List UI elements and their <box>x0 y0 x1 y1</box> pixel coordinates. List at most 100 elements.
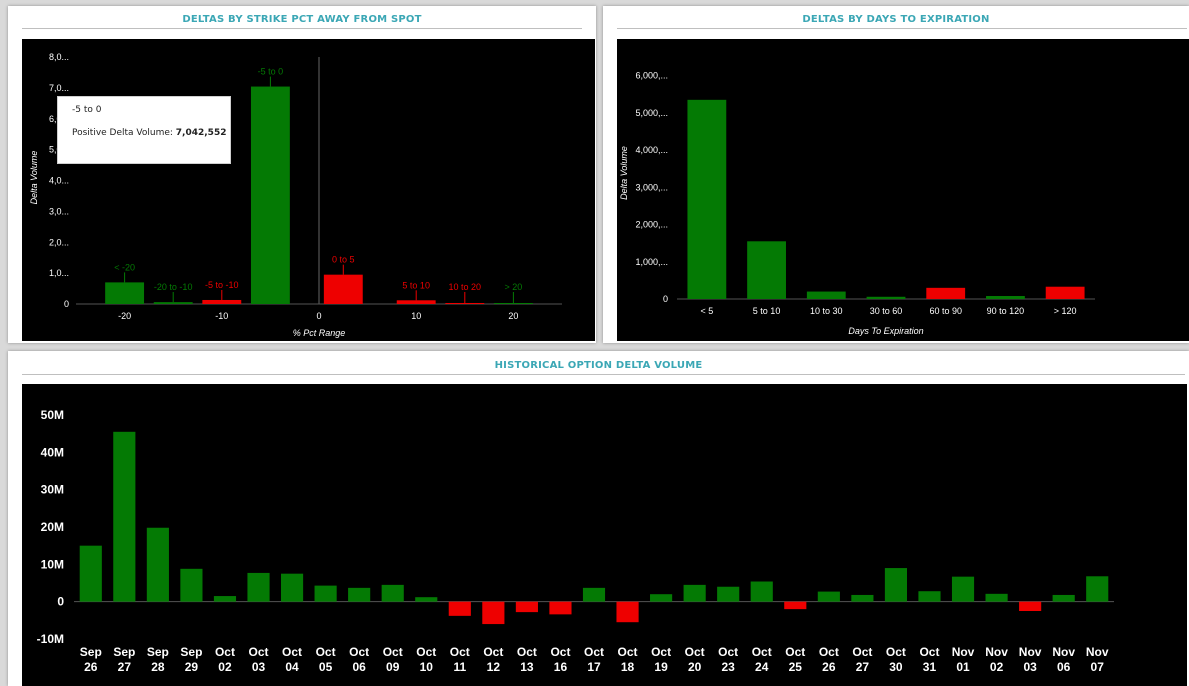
bar-sep-28 <box>146 527 169 602</box>
expiration-plot: 0 1,000,... 2,000,... 3,000,... 4,000,... 5,0… <box>617 39 1189 341</box>
x-tick-label: < 5 <box>700 306 713 316</box>
x-tick-label-month: Oct <box>416 645 436 659</box>
y-tick-label: 30M <box>41 483 64 497</box>
bar-5-to-0 <box>250 86 290 304</box>
x-tick-label-day: 30 <box>889 660 903 674</box>
bar-oct-13 <box>515 601 538 613</box>
y-tick-label: 7,0... <box>49 83 69 93</box>
bar-oct-16 <box>549 601 572 615</box>
y-tick-label: 2,0... <box>49 237 69 247</box>
x-tick-label-month: Nov <box>1052 645 1075 659</box>
x-tick-label: 0 <box>316 311 321 321</box>
tooltip-line: Positive Delta Volume: 7,042,552 <box>72 128 226 138</box>
bar-10-to-30 <box>806 291 846 299</box>
x-tick-label-day: 27 <box>856 660 870 674</box>
x-tick-label-day: 28 <box>151 660 165 674</box>
history-plot: -10M 0 10M 20M 30M 40M 50M Sep 26 Sep 27 Sep 28 Sep 29… <box>22 384 1187 686</box>
y-tick-label: 1,0... <box>49 268 69 278</box>
x-tick-label-month: Oct <box>785 645 805 659</box>
bar-20-to-10 <box>153 302 193 304</box>
x-tick-label-month: Oct <box>886 645 906 659</box>
expiration-chart: 0 1,000,... 2,000,... 3,000,... 4,000,... 5,0… <box>619 71 1095 336</box>
x-tick-label: > 120 <box>1054 306 1077 316</box>
strike-panel-title: DELTAS BY STRIKE PCT AWAY FROM SPOT <box>182 14 422 25</box>
x-tick-label-day: 16 <box>554 660 568 674</box>
history-panel-title: HISTORICAL OPTION DELTA VOLUME <box>494 360 703 371</box>
y-axis-label: Delta Volume <box>29 151 39 205</box>
bar-oct-18 <box>616 601 639 623</box>
bar-nov-02 <box>985 593 1008 602</box>
y-axis-label: Delta Volume <box>619 146 629 200</box>
x-tick-label-day: 26 <box>822 660 836 674</box>
x-tick-label-day: 26 <box>84 660 98 674</box>
x-tick-label-month: Oct <box>316 645 336 659</box>
data-label-20: < -20 <box>114 262 135 272</box>
x-tick-label-month: Oct <box>550 645 570 659</box>
bar-120 <box>1045 286 1085 299</box>
bar-90-to-120 <box>986 296 1025 299</box>
bar-oct-27 <box>851 594 874 602</box>
x-tick-label: 5 to 10 <box>753 306 781 316</box>
x-tick-label-day: 19 <box>654 660 668 674</box>
y-tick-label: 50M <box>41 408 64 422</box>
y-tick-label: -10M <box>37 632 64 646</box>
x-axis-label: Days To Expiration <box>848 326 923 336</box>
x-tick-label: 10 <box>411 311 421 321</box>
x-tick-label-month: Oct <box>752 645 772 659</box>
x-tick-label-day: 13 <box>520 660 534 674</box>
y-tick-label: 8,0... <box>49 52 69 62</box>
bar-nov-07 <box>1086 576 1109 602</box>
x-tick-label: 30 to 60 <box>870 306 903 316</box>
strike-chart: 01,0...2,0...3,0...4,0...5,0...6,0...7,0… <box>29 52 562 338</box>
bar-5-to-10 <box>396 300 436 304</box>
strike-plot: 01,0...2,0...3,0...4,0...5,0...6,0...7,0… <box>22 39 595 341</box>
x-tick-label-day: 24 <box>755 660 769 674</box>
tooltip-label: Positive Delta Volume: <box>72 128 176 138</box>
bar-20 <box>105 282 145 304</box>
x-tick-label-day: 11 <box>453 660 466 674</box>
expiration-title-rule <box>617 28 1187 29</box>
chart-tooltip: -5 to 0 Positive Delta Volume: 7,042,552 <box>57 96 231 164</box>
bar-oct-12 <box>482 601 505 625</box>
bar-30-to-60 <box>866 296 906 299</box>
x-tick-label-day: 06 <box>1057 660 1071 674</box>
x-tick-label-day: 02 <box>218 660 232 674</box>
x-tick-label-month: Oct <box>517 645 537 659</box>
x-tick-label-day: 09 <box>386 660 400 674</box>
bar-5-to-10 <box>202 299 242 304</box>
expiration-panel: DELTAS BY DAYS TO EXPIRATION 0 1,000,... 2… <box>603 6 1189 343</box>
x-tick-label-month: Nov <box>952 645 975 659</box>
bar-oct-10 <box>415 597 438 602</box>
x-tick-label-month: Sep <box>80 645 102 659</box>
x-tick-label-month: Oct <box>249 645 269 659</box>
y-tick-label: 3,000,... <box>635 182 668 192</box>
bar-oct-02 <box>213 596 237 602</box>
x-tick-label-day: 17 <box>587 660 601 674</box>
bar-oct-17 <box>582 587 606 602</box>
x-tick-label: 10 to 30 <box>810 306 843 316</box>
bar-oct-24 <box>750 581 773 602</box>
bar-oct-23 <box>717 586 740 602</box>
x-tick-label-month: Oct <box>282 645 302 659</box>
x-tick-label-day: 03 <box>1023 660 1037 674</box>
history-title-rule <box>22 374 1185 375</box>
data-label-20-to-10: -20 to -10 <box>154 282 193 292</box>
x-tick-label-day: 01 <box>956 660 970 674</box>
x-tick-label: -20 <box>118 311 131 321</box>
x-tick-label-month: Oct <box>685 645 705 659</box>
x-tick-label-month: Oct <box>450 645 470 659</box>
bar-oct-19 <box>650 594 673 602</box>
strike-panel: DELTAS BY STRIKE PCT AWAY FROM SPOT 0 1,0… <box>8 6 596 343</box>
bar-5 <box>687 99 727 299</box>
data-label-10-to-20: 10 to 20 <box>449 282 482 292</box>
bar-60-to-90 <box>926 287 966 299</box>
x-tick-label-month: Oct <box>718 645 738 659</box>
x-tick-label-month: Oct <box>852 645 872 659</box>
x-tick-label-day: 02 <box>990 660 1004 674</box>
y-tick-label: 0 <box>57 595 64 609</box>
tooltip-title: -5 to 0 <box>72 105 102 115</box>
x-tick-label: 20 <box>508 311 518 321</box>
x-tick-label-month: Oct <box>618 645 638 659</box>
bar-sep-26 <box>79 545 102 602</box>
x-tick-label-day: 12 <box>487 660 501 674</box>
